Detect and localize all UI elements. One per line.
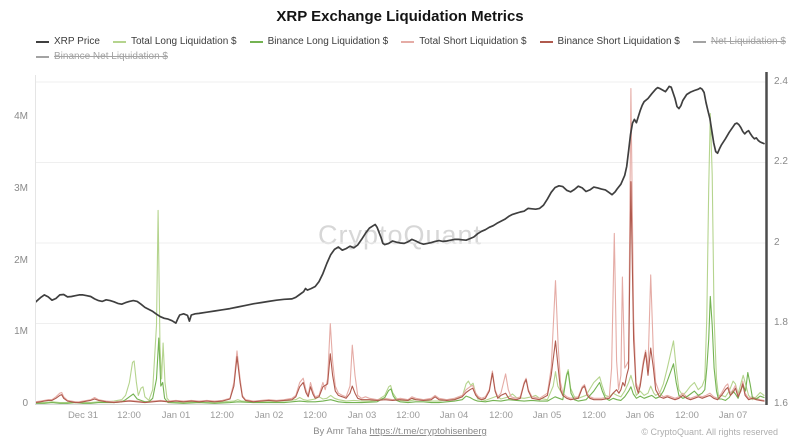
- x-axis-tick-label: 12:00: [675, 410, 699, 421]
- x-axis-tick-label: Jan 04: [439, 410, 469, 421]
- legend-item-label: Total Long Liquidation $: [130, 36, 237, 47]
- series-binance-short-liquidation: [35, 181, 765, 404]
- left-axis-tick-label: 3M: [14, 183, 28, 194]
- series-xrp-price: [35, 85, 765, 324]
- right-axis-tick-label: 2.4: [774, 76, 788, 87]
- x-axis-tick-label: 12:00: [303, 410, 327, 421]
- gridlines: [35, 81, 767, 324]
- legend: XRP Price Total Long Liquidation $ Binance…: [36, 36, 786, 66]
- legend-item-label: Total Short Liquidation $: [419, 36, 527, 47]
- legend-row-1: XRP Price Total Long Liquidation $ Binance…: [36, 36, 786, 47]
- copyright-notice: © CryptoQuant. All rights reserved: [641, 427, 778, 437]
- legend-item-xrp-price[interactable]: XRP Price: [36, 36, 100, 47]
- series-total-long-liquidation: [35, 113, 765, 404]
- legend-item-binance-short-liquidation[interactable]: Binance Short Liquidation $: [539, 36, 680, 47]
- legend-item-total-long-liquidation[interactable]: Total Long Liquidation $: [112, 36, 237, 47]
- legend-item-label: Binance Long Liquidation $: [267, 36, 389, 47]
- legend-item-label: Binance Short Liquidation $: [557, 36, 680, 47]
- legend-item-binance-long-liquidation[interactable]: Binance Long Liquidation $: [249, 36, 389, 47]
- x-axis-tick-label: Jan 01: [161, 410, 191, 421]
- x-axis-tick-label: 12:00: [582, 410, 606, 421]
- series-lines: [35, 85, 765, 404]
- legend-swatch: [36, 40, 49, 43]
- x-axis-tick-label: Jan 05: [532, 410, 562, 421]
- legend-item-label: Binance Net Liquidation $: [54, 51, 168, 62]
- legend-swatch: [249, 40, 263, 43]
- legend-row-2: Binance Net Liquidation $: [36, 51, 776, 62]
- legend-item-binance-net-liquidation[interactable]: Binance Net Liquidation $: [36, 51, 168, 62]
- x-axis-tick-label: Dec 31: [67, 410, 99, 421]
- left-axis-tick-label: 2M: [14, 255, 28, 266]
- left-axis-tick-label: 0: [22, 398, 28, 409]
- legend-item-label: XRP Price: [54, 36, 100, 47]
- attribution-author: By Amr Taha: [313, 426, 370, 437]
- attribution: By Amr Taha https://t.me/cryptohisenberg: [0, 426, 800, 437]
- x-axis-tick-label: Jan 02: [254, 410, 284, 421]
- legend-item-total-short-liquidation[interactable]: Total Short Liquidation $: [401, 36, 527, 47]
- legend-swatch: [112, 40, 126, 43]
- legend-item-net-liquidation[interactable]: Net Liquidation $: [692, 36, 786, 47]
- x-axis-tick-label: Jan 03: [347, 410, 377, 421]
- series-total-short-liquidation: [35, 87, 765, 403]
- x-axis-tick-label: 12:00: [396, 410, 420, 421]
- x-axis-tick-label: 12:00: [117, 410, 141, 421]
- series-binance-long-liquidation: [35, 295, 765, 404]
- left-axis-tick-label: 4M: [14, 111, 28, 122]
- x-axis-tick-label: Jan 07: [718, 410, 748, 421]
- left-axis-tick-label: 1M: [14, 326, 28, 337]
- legend-item-label: Net Liquidation $: [710, 36, 786, 47]
- x-axis-tick-label: 12:00: [489, 410, 513, 421]
- right-axis-tick-label: 1.6: [774, 398, 788, 409]
- x-axis-tick-label: Jan 06: [625, 410, 655, 421]
- right-axis-tick-label: 1.8: [774, 317, 788, 328]
- attribution-link[interactable]: https://t.me/cryptohisenberg: [369, 426, 487, 437]
- legend-swatch: [539, 40, 553, 43]
- x-axis-tick-label: 12:00: [210, 410, 234, 421]
- legend-swatch: [36, 55, 49, 58]
- legend-swatch: [401, 40, 415, 43]
- legend-swatch: [692, 40, 706, 43]
- page-title: XRP Exchange Liquidation Metrics: [276, 8, 524, 25]
- right-axis-tick-label: 2.2: [774, 156, 788, 167]
- axis-lines: [35, 72, 768, 405]
- right-axis-tick-label: 2: [774, 237, 780, 248]
